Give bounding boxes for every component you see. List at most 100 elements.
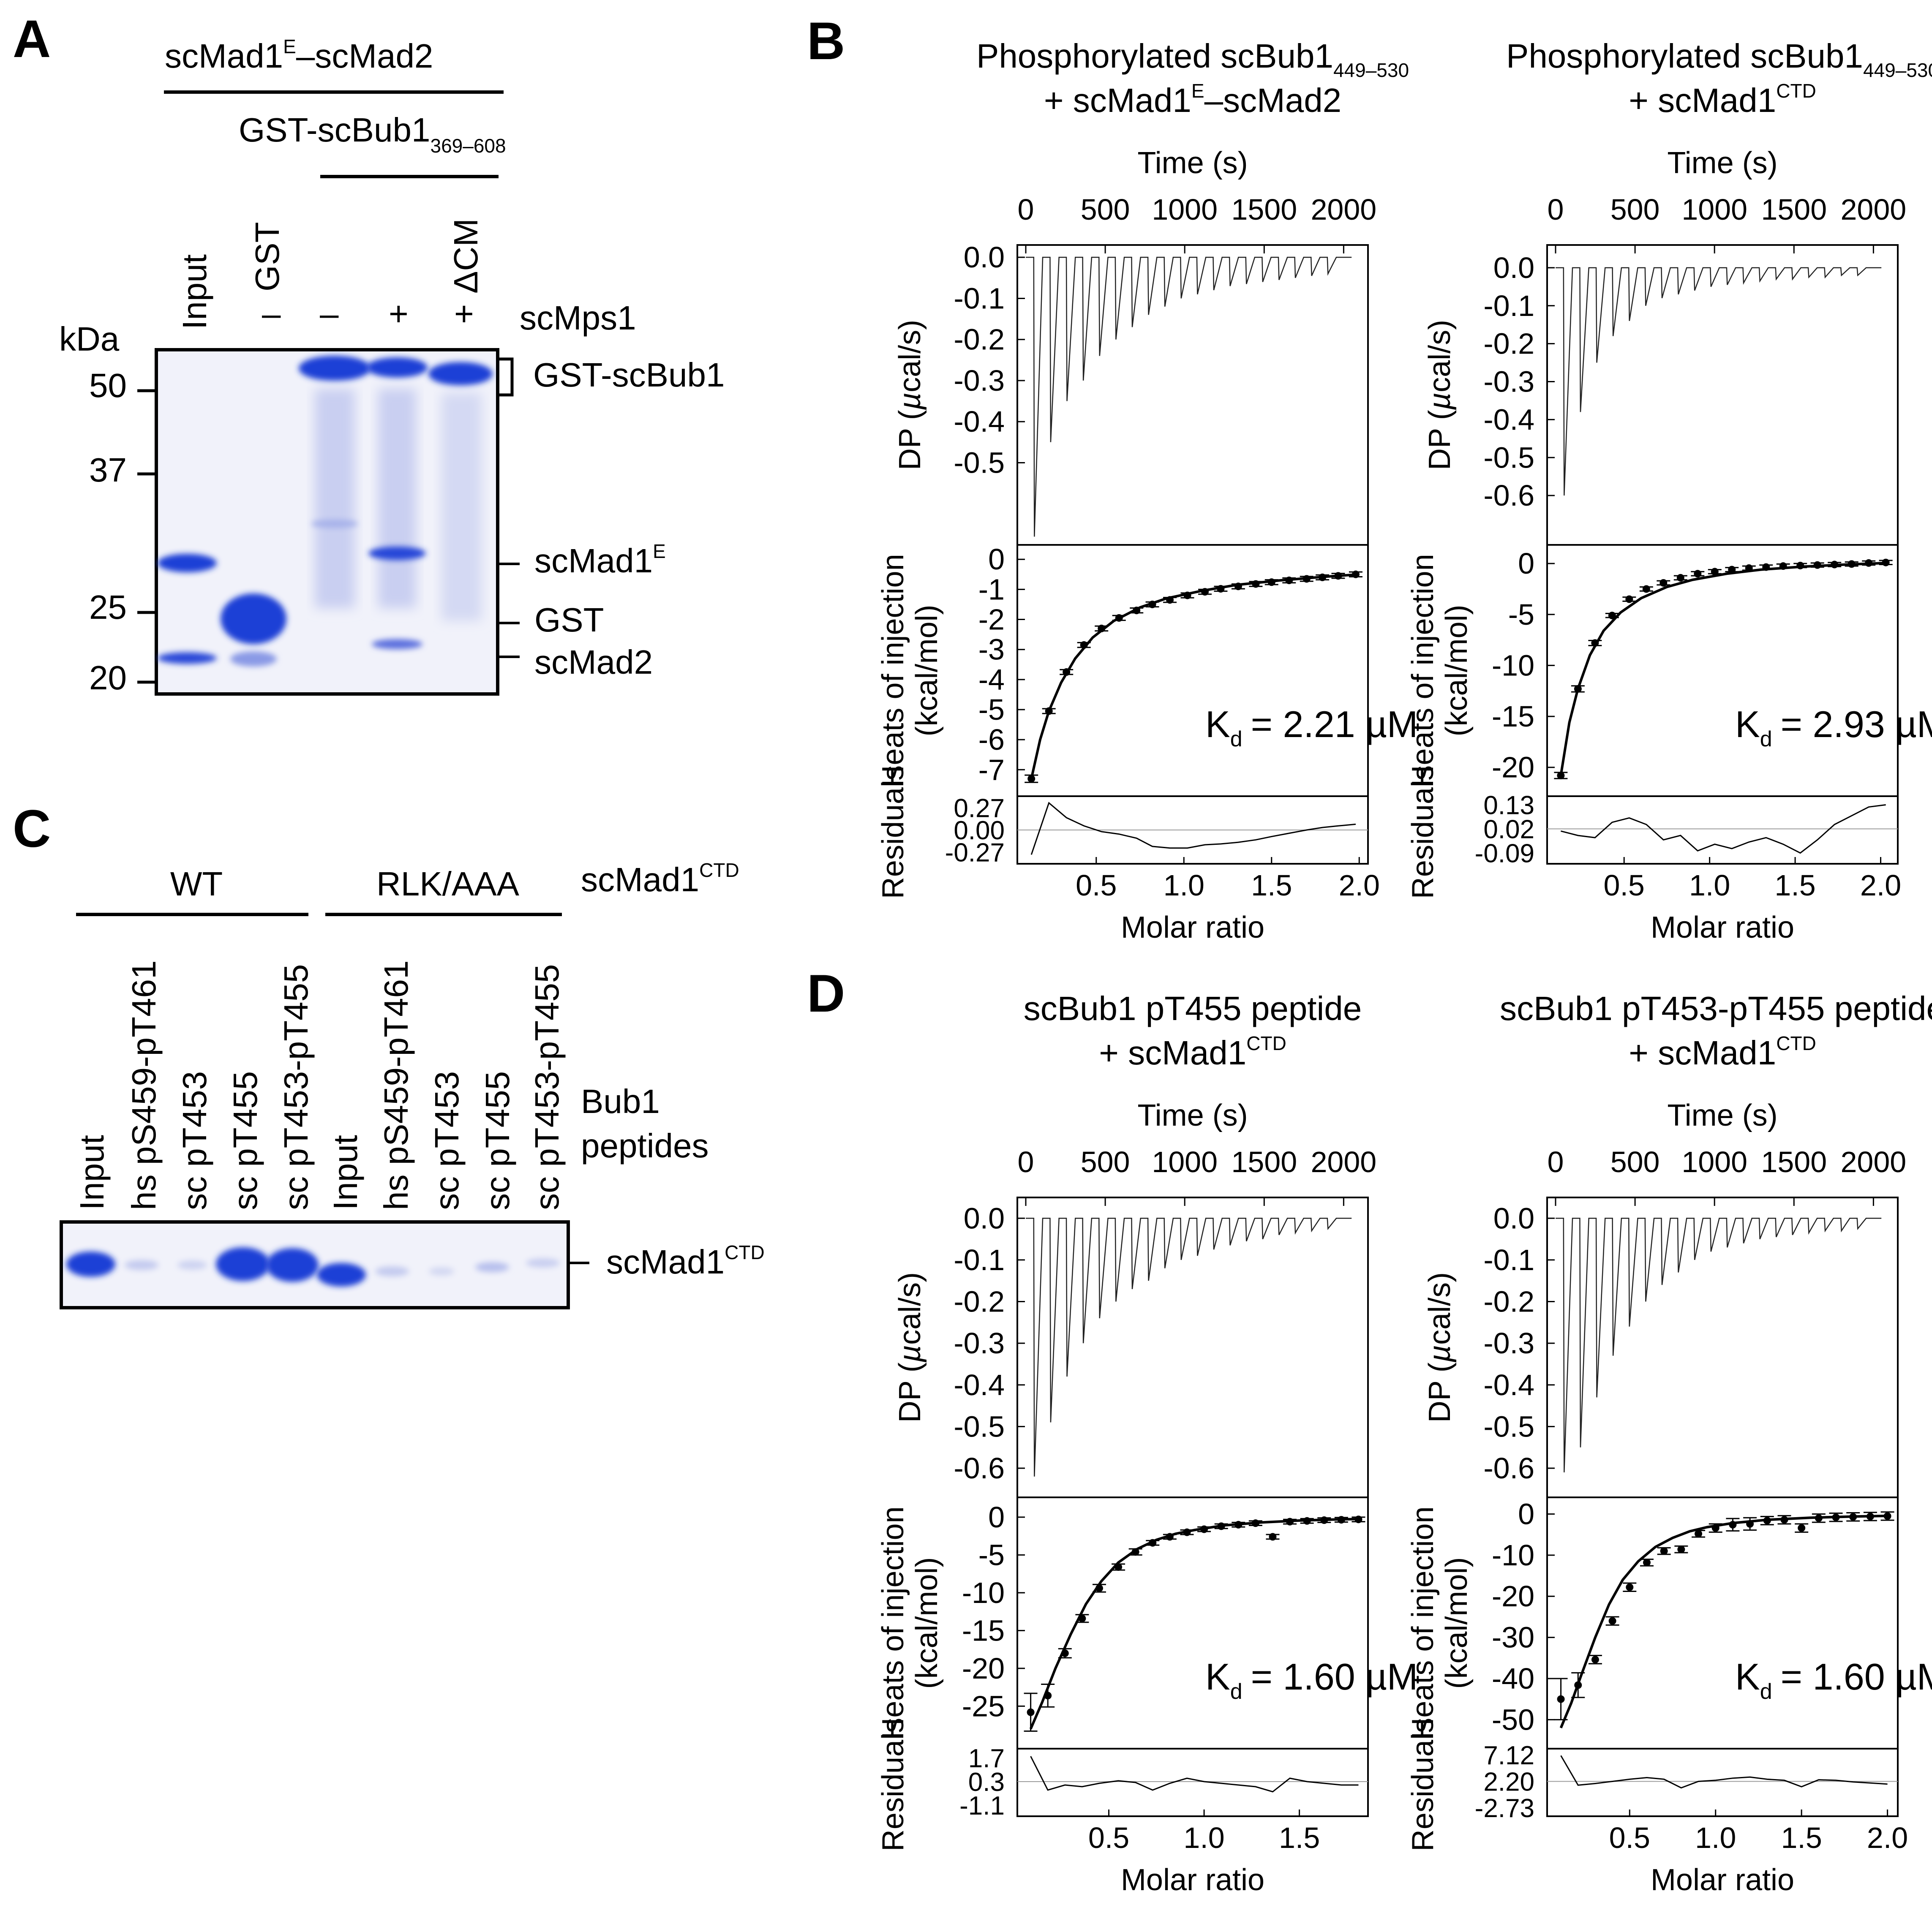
data-point — [1166, 1533, 1174, 1541]
top-label-sup: E — [283, 35, 296, 57]
kda-label: kDa — [59, 320, 120, 358]
data-point — [1608, 1617, 1616, 1625]
time-axis-label: Time (s) — [1667, 146, 1777, 180]
c-lane-2: sc pT453 — [176, 1071, 213, 1210]
residual-line — [1030, 802, 1356, 855]
data-point — [1694, 570, 1702, 578]
band-mad1-lane4 — [368, 547, 426, 560]
time-tick-label: 2000 — [1841, 1146, 1907, 1178]
data-point — [1334, 572, 1342, 580]
time-tick-label: 1000 — [1152, 1146, 1218, 1178]
time-tick-label: 1500 — [1231, 1146, 1297, 1178]
panel-c-mad1-label: scMad1CTD — [581, 859, 739, 898]
heat-tick-label: -25 — [962, 1690, 1005, 1722]
band-label-gst-bub1: GST-scBub1 — [533, 356, 725, 394]
residual-line — [1560, 1755, 1888, 1789]
heat-axis-label-line1: Heats of injection — [1406, 1506, 1440, 1739]
residual-tick-label: -2.73 — [1475, 1794, 1534, 1823]
chart-title-line1: scBub1 pT453-pT455 peptide — [1500, 990, 1932, 1027]
data-point — [1131, 1548, 1139, 1556]
lane-mark-4: + — [454, 295, 474, 332]
time-tick-label: 2000 — [1311, 193, 1377, 226]
dp-axis-label: DP (µcal/s) — [893, 1272, 927, 1423]
data-point — [1320, 1516, 1328, 1524]
heat-tick-label: -5 — [978, 693, 1005, 726]
dp-tick-label: -0.5 — [1483, 1410, 1534, 1443]
heat-axis-label-line1: Heats of injection — [876, 1506, 910, 1739]
data-point — [1866, 1513, 1874, 1521]
heat-tick-label: 0 — [988, 543, 1005, 576]
lane-label-dcm: ΔCM — [447, 218, 485, 294]
bait-label-sub: 369–608 — [431, 135, 506, 157]
data-point — [1337, 1516, 1345, 1524]
time-tick-label: 500 — [1610, 193, 1660, 226]
c-lane-6: hs pS459-pT461 — [377, 960, 415, 1210]
ratio-tick-label: 1.5 — [1279, 1821, 1320, 1854]
ratio-tick-label: 0.5 — [1088, 1821, 1129, 1854]
data-point — [1779, 562, 1787, 570]
time-tick-label: 0 — [1548, 1146, 1564, 1178]
data-point — [1061, 1649, 1069, 1657]
dp-tick-label: 0.0 — [1493, 251, 1534, 284]
data-point — [1676, 574, 1684, 582]
c-band-label-main: scMad1 — [606, 1243, 725, 1281]
time-tick-label: 0 — [1548, 193, 1564, 226]
mps1-label: scMps1 — [520, 299, 636, 337]
chart-title-line2-prefix: + scMad1 — [1099, 1034, 1246, 1072]
kd-annotation: Kd = 2.21 µM — [1205, 703, 1418, 751]
data-point — [1133, 607, 1141, 615]
data-point — [1643, 1559, 1651, 1567]
dp-axis-label: DP (µcal/s) — [1423, 320, 1457, 470]
data-point — [1848, 560, 1856, 568]
dp-tick-label: 0.0 — [1493, 1202, 1534, 1235]
ratio-tick-label: 1.0 — [1164, 869, 1204, 902]
dp-tick-label: -0.1 — [1483, 1243, 1534, 1276]
c-band-9 — [526, 1258, 560, 1268]
residual-tick-label: 0.02 — [1483, 815, 1534, 844]
heat-tick-label: -15 — [1492, 700, 1534, 733]
band-lane3-faint — [311, 520, 358, 528]
data-point — [1303, 1517, 1311, 1525]
ratio-tick-label: 2.0 — [1339, 869, 1380, 902]
dp-thermogram — [1556, 267, 1882, 496]
heat-tick-label: -30 — [1492, 1621, 1534, 1654]
molar-axis-label: Molar ratio — [1121, 911, 1264, 944]
ratio-tick-label: 1.5 — [1774, 869, 1815, 902]
heat-tick-label: -5 — [978, 1538, 1005, 1571]
c-band-7 — [429, 1267, 454, 1276]
chart-title-line2-prefix: + scMad1 — [1629, 1034, 1776, 1072]
ratio-tick-label: 2.0 — [1867, 1821, 1908, 1854]
time-tick-label: 0 — [1018, 1146, 1034, 1178]
residual-tick-label: 7.12 — [1483, 1741, 1534, 1770]
residual-tick-label: -0.09 — [1475, 839, 1534, 868]
dp-frame — [1016, 244, 1369, 546]
residual-tick-label: -0.27 — [945, 838, 1005, 868]
ratio-tick-label: 0.5 — [1609, 1821, 1650, 1854]
band-bub1-lane4 — [367, 357, 428, 378]
panel-a-letter: A — [13, 10, 51, 68]
data-point — [1080, 641, 1088, 649]
itc-b-right: Phosphorylated scBub1449–530+ scMad1CTDT… — [1406, 37, 1932, 944]
time-tick-label: 2000 — [1311, 1146, 1377, 1178]
dp-thermogram — [1556, 1218, 1882, 1472]
time-axis-label: Time (s) — [1137, 1099, 1248, 1132]
band-label-mad1-sup: E — [653, 540, 666, 562]
fit-curve — [1559, 1514, 1888, 1728]
c-lane-4: sc pT453-pT455 — [277, 964, 315, 1210]
panel-c: C WT RLK/AAA scMad1CTD Input hs pS459-pT… — [13, 800, 765, 1309]
chart-title-line2-sup: CTD — [1776, 1032, 1816, 1054]
heat-tick-label: 0 — [988, 1501, 1005, 1534]
band-label-mad2: scMad2 — [534, 643, 653, 681]
data-point — [1234, 582, 1242, 590]
band-input-mad2 — [158, 652, 217, 664]
band-gst-tail — [230, 651, 277, 667]
dp-axis-label-mu: µ — [1423, 392, 1457, 410]
heat-frame — [1016, 544, 1369, 797]
band-bub1-lane3 — [299, 356, 371, 381]
dp-axis-label-main: DP ( — [1423, 410, 1457, 470]
data-point — [1115, 614, 1123, 622]
heat-frame — [1546, 544, 1899, 797]
residual-tick-label: 0.27 — [954, 794, 1005, 823]
data-point — [1728, 566, 1736, 574]
bait-label-main: GST-scBub1 — [239, 111, 431, 149]
